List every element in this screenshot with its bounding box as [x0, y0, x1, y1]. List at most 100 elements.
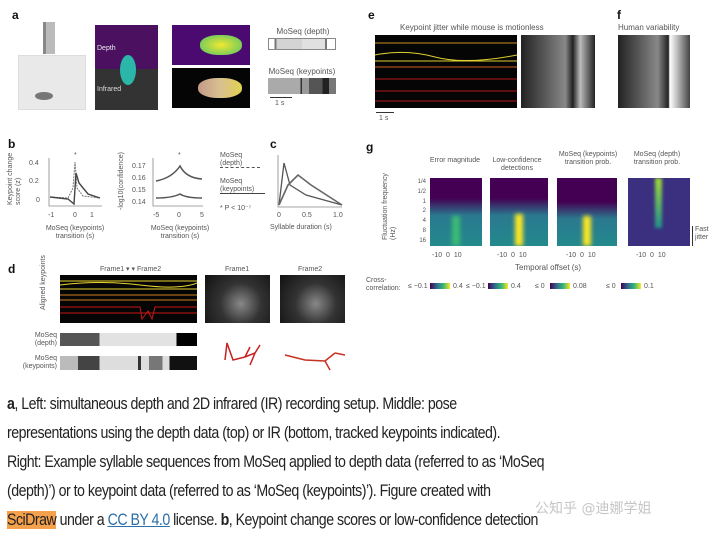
frame2-image	[280, 275, 345, 323]
b2-plot	[152, 158, 203, 207]
caption-line-4: (depth)’) or to keypoint data (referred …	[7, 482, 491, 500]
e-scale-label: 1 s	[379, 115, 389, 122]
g-title-moseq-depth: MoSeq (depth) transition prob.	[633, 151, 681, 166]
panel-label-b: b	[8, 137, 16, 151]
caption-line-1: a, Left: simultaneous depth and 2D infra…	[7, 395, 457, 413]
caption-line-3: Right: Example syllable sequences from M…	[7, 453, 544, 471]
mouse-depth-blob	[120, 55, 136, 85]
b2-ylabel: -log10(confidence)	[118, 152, 125, 210]
legend-keypoints: MoSeq (keypoints)	[220, 178, 265, 195]
heatmap-error	[430, 178, 482, 246]
caption-line-5: SciDraw under a CC BY 4.0 license. b, Ke…	[7, 511, 538, 529]
heatmap-lowconf	[490, 178, 548, 246]
ytick: 0.17	[132, 163, 146, 170]
g-xticks-1: -10 0 10	[432, 252, 462, 259]
cb-max: 0.4	[453, 283, 463, 290]
xtick: 0.5	[302, 212, 312, 219]
frame1-title: Frame1	[225, 266, 250, 273]
legend-pvalue: * P < 10⁻⁷	[220, 205, 252, 212]
ir-keypoints-image	[172, 68, 250, 108]
e-mouse-image	[521, 35, 595, 108]
g-xticks-3: -10 0 10	[566, 252, 596, 259]
watermark: 公知乎 @迪娜学姐	[535, 501, 652, 517]
frame1-image	[205, 275, 270, 323]
g-xticks-4: -10 0 10	[636, 252, 666, 259]
g-xlabel: Temporal offset (s)	[515, 263, 582, 272]
ytick: 1	[422, 198, 426, 205]
colorbar	[550, 283, 570, 289]
d-moseq-depth-label: MoSeq (depth)	[34, 332, 57, 347]
frame2-title: Frame2	[298, 266, 323, 273]
cb-max: 0.1	[644, 283, 654, 290]
panel-label-f: f	[617, 8, 621, 22]
jitter-traces	[375, 35, 517, 108]
xtick: -1	[48, 212, 55, 219]
cb-max: 0.08	[573, 283, 587, 290]
mouse-icon	[35, 92, 53, 100]
d-moseq-keypoints-bar	[60, 356, 197, 370]
depth-label: Depth	[97, 45, 116, 52]
d-moseq-keypoints-label: MoSeq (keypoints)	[22, 355, 57, 370]
infrared-label: Infrared	[97, 86, 122, 93]
cb-min: ≤ 0	[606, 283, 616, 290]
cb-min: ≤ −0.1	[466, 283, 486, 290]
xtick: 5	[200, 212, 204, 219]
scidraw-highlight: SciDraw	[7, 511, 57, 529]
d-moseq-depth-bar	[60, 333, 197, 346]
g-xticks-2: -10 0 10	[497, 252, 527, 259]
skeleton-plots	[224, 342, 345, 371]
ytick: 4	[422, 218, 426, 225]
colorbar	[488, 283, 508, 289]
recording-box-illustration	[18, 55, 86, 110]
colorbar	[430, 283, 450, 289]
moseq-depth-bar	[268, 38, 336, 50]
heatmap-moseq-keypoints	[557, 178, 617, 246]
frames-header: Frame1 ▾ ▾ Frame2	[100, 266, 162, 273]
e-title: Keypoint jitter while mouse is motionles…	[400, 23, 544, 32]
ytick: 1/2	[417, 188, 426, 195]
ytick: 1/4	[417, 179, 426, 185]
cc-by-link[interactable]: CC BY 4.0	[107, 511, 171, 529]
xtick: 1	[90, 212, 94, 219]
cb-max: 0.4	[511, 283, 521, 290]
cross-correlation-label: Cross-correlation:	[366, 277, 401, 292]
fast-jitter-label: Fast jitter	[695, 226, 709, 241]
moseq-depth-label: MoSeq (depth)	[276, 27, 330, 36]
xtick: 0	[177, 212, 181, 219]
e-scale-bar	[376, 112, 394, 113]
ytick: 2	[422, 208, 426, 215]
aligned-keypoints-traces	[60, 275, 197, 323]
f-mouse-image	[618, 35, 690, 108]
significance-star: *	[74, 152, 77, 159]
xtick: 0	[73, 212, 77, 219]
cb-min: ≤ 0	[535, 283, 545, 290]
scale-bar	[270, 97, 292, 98]
d-ylabel: Aligned keypoints	[40, 255, 47, 310]
cb-min: ≤ −0.1	[408, 283, 428, 290]
depth-processed-image	[172, 25, 250, 65]
legend-depth: MoSeq (depth)	[220, 152, 260, 169]
g-title-lowconf: Low-confidence detections	[492, 157, 542, 172]
c-plot	[277, 155, 343, 208]
xtick: -5	[153, 212, 160, 219]
panel-label-c: c	[270, 137, 277, 151]
colorbar	[621, 283, 641, 289]
moseq-keypoints-bar	[268, 78, 336, 94]
scale-label: 1 s	[275, 100, 285, 107]
significance-star: *	[178, 152, 181, 159]
g-title-error: Error magnitude	[429, 157, 481, 164]
g-title-moseq-keypoints: MoSeq (keypoints) transition prob.	[558, 151, 618, 166]
heatmap-moseq-depth	[628, 178, 690, 246]
moseq-keypoints-label: MoSeq (keypoints)	[268, 67, 336, 76]
panel-label-d: d	[8, 262, 16, 276]
ytick: 0.15	[132, 187, 146, 194]
panel-label-e: e	[368, 8, 375, 22]
b1-ylabel: Keypoint change score (z)	[7, 152, 22, 205]
ytick: 16	[419, 237, 426, 244]
camera-icon	[43, 22, 55, 54]
g-ylabel: Fluctuation frequency (Hz)	[382, 173, 397, 240]
ytick: 0.16	[132, 175, 146, 182]
caption-line-2: representations using the depth data (to…	[7, 424, 501, 442]
ytick: 0.2	[29, 178, 39, 185]
ytick: 0.4	[29, 160, 39, 167]
